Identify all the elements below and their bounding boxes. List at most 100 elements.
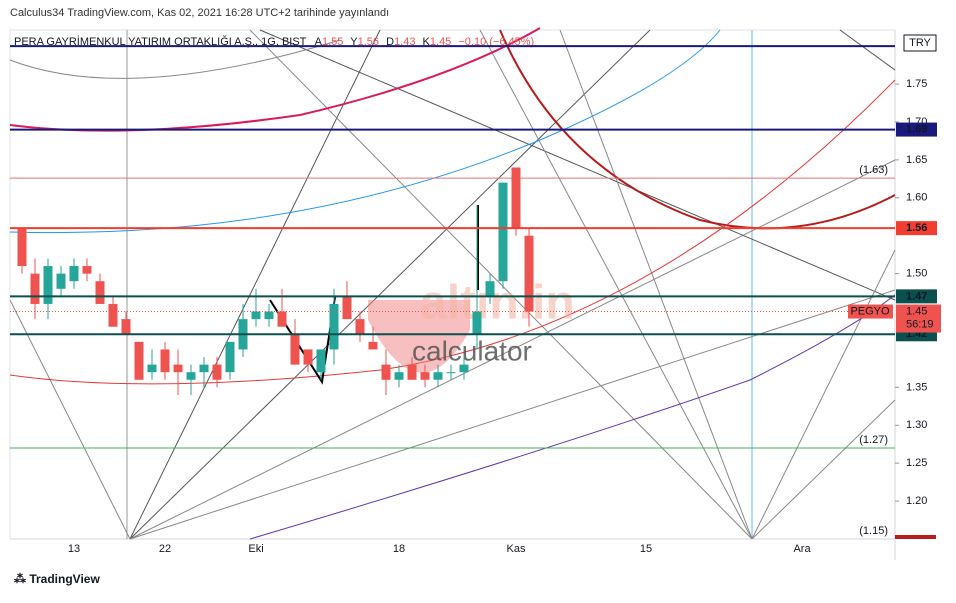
arc bbox=[499, 29, 896, 230]
x-tick-label: 22 bbox=[159, 543, 171, 555]
candle-body bbox=[199, 364, 209, 373]
candle-body bbox=[342, 296, 352, 320]
candle-body bbox=[524, 235, 534, 312]
candle-body bbox=[355, 319, 365, 335]
last-price-label: 1.45 bbox=[906, 305, 927, 317]
legend: PERA GAYRİMENKUL YATIRIM ORTAKLIĞI A.Ş.,… bbox=[14, 35, 534, 48]
arc bbox=[9, 39, 341, 79]
fan-line bbox=[751, 399, 896, 540]
level-tag bbox=[896, 122, 937, 137]
candle-body bbox=[186, 372, 196, 380]
candle-body bbox=[225, 341, 235, 373]
candle-body bbox=[134, 341, 144, 380]
candle-body bbox=[446, 372, 456, 374]
level-tag bbox=[896, 289, 937, 304]
annotation-marker bbox=[895, 535, 936, 539]
annotation-label: (1.63) bbox=[859, 164, 888, 176]
candle-body bbox=[290, 334, 300, 365]
candle-body bbox=[121, 319, 131, 335]
candle-body bbox=[433, 372, 443, 380]
fan-line bbox=[9, 299, 131, 540]
fan-line bbox=[259, 29, 896, 301]
legend-key: Y bbox=[350, 36, 358, 48]
watermark: altın.in bbox=[420, 277, 575, 330]
candle-body bbox=[160, 349, 170, 373]
currency: TRY bbox=[909, 37, 931, 49]
candle-body bbox=[69, 266, 79, 282]
candle-body bbox=[108, 303, 118, 327]
symbol-label: PEGYO bbox=[850, 305, 890, 317]
x-tick-label: 13 bbox=[68, 543, 80, 555]
candle-body bbox=[498, 182, 508, 282]
fan-line bbox=[479, 29, 753, 540]
fan-line bbox=[129, 29, 381, 540]
candle-body bbox=[511, 167, 521, 229]
watermark-shape bbox=[368, 300, 470, 373]
level-label: 1.56 bbox=[906, 222, 927, 234]
candle-body bbox=[43, 266, 53, 304]
candle-body bbox=[173, 364, 183, 373]
header: Calculus34 TradingView.com, Kas 02, 2021… bbox=[10, 7, 389, 19]
candle-body bbox=[251, 311, 261, 320]
candle-body bbox=[459, 364, 469, 373]
fan-line bbox=[129, 289, 896, 540]
y-tick-label: 1.65 bbox=[906, 154, 927, 166]
candle-body bbox=[407, 364, 417, 380]
fan-line bbox=[129, 29, 651, 540]
y-tick-label: 1.25 bbox=[906, 457, 927, 469]
legend-key: A bbox=[315, 36, 323, 48]
candle-body bbox=[472, 311, 482, 335]
level-tag bbox=[896, 221, 937, 236]
y-tick-label: 1.35 bbox=[906, 381, 927, 393]
annotation-label: (1.15) bbox=[859, 525, 888, 537]
legend-key: D bbox=[386, 36, 394, 48]
drawings bbox=[9, 27, 896, 540]
fan-line bbox=[559, 29, 753, 540]
candle-body bbox=[82, 266, 92, 274]
x-tick-label: Eki bbox=[248, 543, 263, 555]
footer-brand: TradingView bbox=[29, 572, 100, 586]
legend-change: −0.10 (−6.45%) bbox=[458, 36, 534, 48]
candle-body bbox=[277, 311, 287, 327]
footer: ⁂ TradingView bbox=[14, 572, 100, 586]
arc bbox=[249, 294, 896, 540]
countdown: 56:19 bbox=[906, 318, 934, 330]
y-tick-label: 1.60 bbox=[906, 192, 927, 204]
x-tick-label: 18 bbox=[393, 543, 405, 555]
last-price-tag bbox=[896, 304, 941, 333]
y-tick-label: 1.30 bbox=[906, 419, 927, 431]
y-tick-label: 1.50 bbox=[906, 268, 927, 280]
level-label: 1.47 bbox=[906, 290, 927, 302]
candle-body bbox=[264, 311, 274, 320]
fan-line bbox=[839, 29, 896, 71]
candle-body bbox=[56, 273, 66, 289]
candle-body bbox=[95, 281, 105, 304]
candle-body bbox=[420, 372, 430, 380]
candle-body bbox=[368, 341, 378, 350]
candle-body bbox=[212, 364, 222, 380]
legend-value: 1.43 bbox=[394, 36, 415, 48]
currency-box bbox=[903, 34, 937, 52]
candle-body bbox=[329, 303, 339, 350]
legend-symbol: PERA GAYRİMENKUL YATIRIM ORTAKLIĞI A.Ş.,… bbox=[14, 35, 307, 48]
fan-line bbox=[751, 249, 896, 540]
candle-body bbox=[485, 281, 495, 297]
candle-body bbox=[147, 364, 157, 373]
x-tick-label: Ara bbox=[793, 543, 811, 555]
candle-body bbox=[394, 372, 404, 380]
level-label: 1.69 bbox=[906, 123, 927, 135]
candle-body bbox=[316, 349, 326, 373]
y-tick-label: 1.75 bbox=[906, 78, 927, 90]
legend-value: 1.56 bbox=[358, 36, 379, 48]
legend-value: 1.45 bbox=[430, 36, 451, 48]
annotation-label: (1.27) bbox=[859, 434, 888, 446]
candle-body bbox=[30, 273, 40, 304]
symbol-tag bbox=[848, 304, 893, 319]
legend-key: K bbox=[423, 36, 431, 48]
watermark: calculator bbox=[412, 335, 532, 366]
fan-line bbox=[249, 29, 753, 540]
y-tick-label: 1.20 bbox=[906, 495, 927, 507]
